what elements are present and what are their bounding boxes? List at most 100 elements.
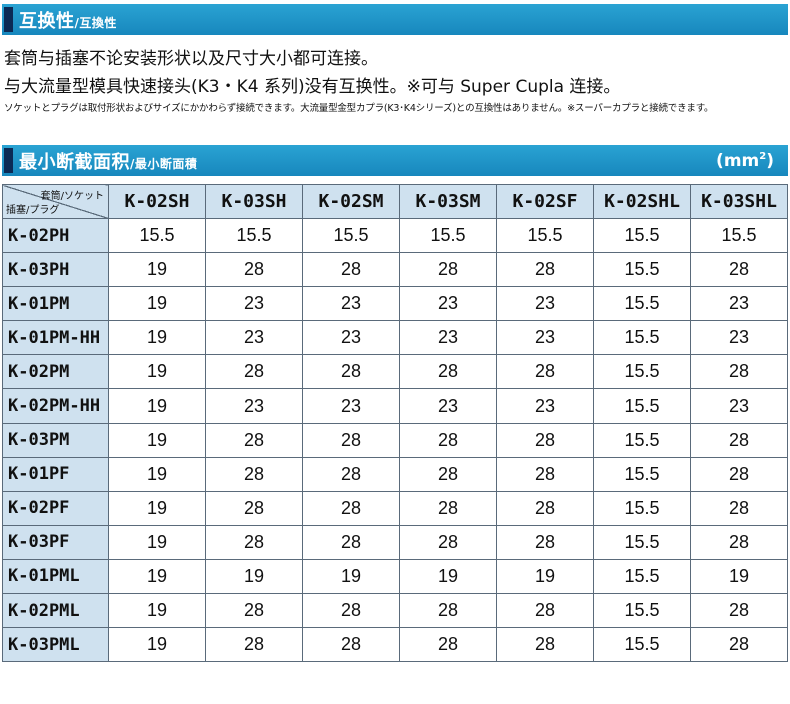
column-header: K-03SM xyxy=(399,184,497,219)
table-cell: 23 xyxy=(399,320,497,356)
table-cell: 19 xyxy=(108,286,206,322)
table-cell: 23 xyxy=(690,286,788,322)
table-cell: 28 xyxy=(690,252,788,288)
table-corner-cell: 套筒/ソケット 插塞/プラグ xyxy=(2,184,109,219)
table-cell: 15.5 xyxy=(593,456,691,492)
table-cell: 19 xyxy=(108,252,206,288)
corner-label-plug: 插塞/プラグ xyxy=(6,205,60,216)
table-row: K-02PH 15.5 15.5 15.5 15.5 15.5 15.5 15.5 xyxy=(2,217,788,254)
table-cell: 23 xyxy=(302,286,400,322)
table-cell: 23 xyxy=(690,320,788,356)
table-cell: 15.5 xyxy=(593,217,691,254)
table-cell: 19 xyxy=(399,558,497,595)
row-header: K-02PML xyxy=(2,593,109,629)
table-cell: 19 xyxy=(108,524,206,560)
table-cell: 15.5 xyxy=(593,354,691,390)
table-cell: 28 xyxy=(302,252,400,288)
table-cell: 23 xyxy=(205,388,303,424)
table-cell: 19 xyxy=(108,627,206,663)
row-header: K-02PM-HH xyxy=(2,388,109,424)
table-cell: 15.5 xyxy=(593,524,691,560)
table-cell: 28 xyxy=(205,456,303,492)
table-cell: 23 xyxy=(496,320,594,356)
table-cell: 19 xyxy=(108,558,206,595)
table-cell: 28 xyxy=(690,422,788,458)
table-cell: 19 xyxy=(108,422,206,458)
table-cell: 28 xyxy=(205,354,303,390)
table-cell: 28 xyxy=(496,627,594,663)
table-row: K-02PML 19 28 28 28 28 15.5 28 xyxy=(2,593,788,629)
table-cell: 28 xyxy=(399,593,497,629)
table-cell: 19 xyxy=(496,558,594,595)
table-cell: 28 xyxy=(399,456,497,492)
column-header: K-02SHL xyxy=(593,184,691,219)
table-cell: 23 xyxy=(302,320,400,356)
table-cell: 28 xyxy=(690,354,788,390)
row-header: K-01PML xyxy=(2,558,109,595)
table-row: K-02PF 19 28 28 28 28 15.5 28 xyxy=(2,490,788,526)
table-cell: 28 xyxy=(690,456,788,492)
table-cell: 28 xyxy=(302,456,400,492)
table-cell: 15.5 xyxy=(593,252,691,288)
row-header: K-01PM-HH xyxy=(2,320,109,356)
row-header: K-01PF xyxy=(2,456,109,492)
table-row: K-03PH 19 28 28 28 28 15.5 28 xyxy=(2,252,788,288)
table-cell: 28 xyxy=(399,524,497,560)
table-cell: 28 xyxy=(399,627,497,663)
column-header: K-02SH xyxy=(108,184,206,219)
row-header: K-02PF xyxy=(2,490,109,526)
table-cell: 19 xyxy=(108,354,206,390)
section-header-compatibility: 互换性/互換性 xyxy=(2,4,788,35)
table-cell: 28 xyxy=(399,354,497,390)
table-cell: 28 xyxy=(690,490,788,526)
table-cell: 28 xyxy=(205,252,303,288)
description-line-3: ソケットとプラグは取付形状およびサイズにかかわらず接続できます。大流量型金型カプ… xyxy=(4,103,714,114)
table-cell: 15.5 xyxy=(205,217,303,254)
table-cell: 23 xyxy=(690,388,788,424)
table-cell: 28 xyxy=(302,422,400,458)
table-cell: 15.5 xyxy=(496,217,594,254)
table-cell: 15.5 xyxy=(593,320,691,356)
table-cell: 19 xyxy=(108,388,206,424)
table-row: K-01PM-HH 19 23 23 23 23 15.5 23 xyxy=(2,320,788,356)
table-cell: 23 xyxy=(302,388,400,424)
row-header: K-03PH xyxy=(2,252,109,288)
row-header: K-02PH xyxy=(2,217,109,254)
table-header-row: 套筒/ソケット 插塞/プラグ K-02SH K-03SH K-02SM K-03SM K… xyxy=(2,184,788,219)
section-title: 最小断截面积/最小断面積 xyxy=(19,151,198,173)
table-cell: 28 xyxy=(496,252,594,288)
section-marker xyxy=(4,148,13,173)
column-header: K-02SM xyxy=(302,184,400,219)
table-row: K-03PM 19 28 28 28 28 15.5 28 xyxy=(2,422,788,458)
table-cell: 19 xyxy=(690,558,788,595)
column-header: K-03SH xyxy=(205,184,303,219)
section-title: 互换性/互換性 xyxy=(19,10,117,32)
table-cell: 28 xyxy=(690,593,788,629)
row-header: K-02PM xyxy=(2,354,109,390)
table-cell: 28 xyxy=(302,490,400,526)
table-cell: 23 xyxy=(399,388,497,424)
column-header: K-02SF xyxy=(496,184,594,219)
table-cell: 28 xyxy=(302,354,400,390)
table-cell: 19 xyxy=(108,593,206,629)
table-cell: 23 xyxy=(205,320,303,356)
table-body: K-02PH 15.5 15.5 15.5 15.5 15.5 15.5 15.5 K-03PH… xyxy=(2,217,788,663)
table-cell: 15.5 xyxy=(399,217,497,254)
table-cell: 15.5 xyxy=(108,217,206,254)
table-cell: 19 xyxy=(205,558,303,595)
table-cell: 23 xyxy=(205,286,303,322)
corner-label-socket: 套筒/ソケット xyxy=(40,191,104,202)
table-cell: 15.5 xyxy=(593,422,691,458)
table-cell: 23 xyxy=(496,388,594,424)
table-cell: 28 xyxy=(205,490,303,526)
row-header: K-01PM xyxy=(2,286,109,322)
table-cell: 23 xyxy=(496,286,594,322)
table-cell: 19 xyxy=(108,490,206,526)
table-cell: 28 xyxy=(496,354,594,390)
table-cell: 28 xyxy=(205,422,303,458)
row-header: K-03PML xyxy=(2,627,109,663)
section-marker xyxy=(4,7,13,32)
table-cell: 28 xyxy=(205,524,303,560)
table-cell: 28 xyxy=(690,627,788,663)
row-header: K-03PM xyxy=(2,422,109,458)
